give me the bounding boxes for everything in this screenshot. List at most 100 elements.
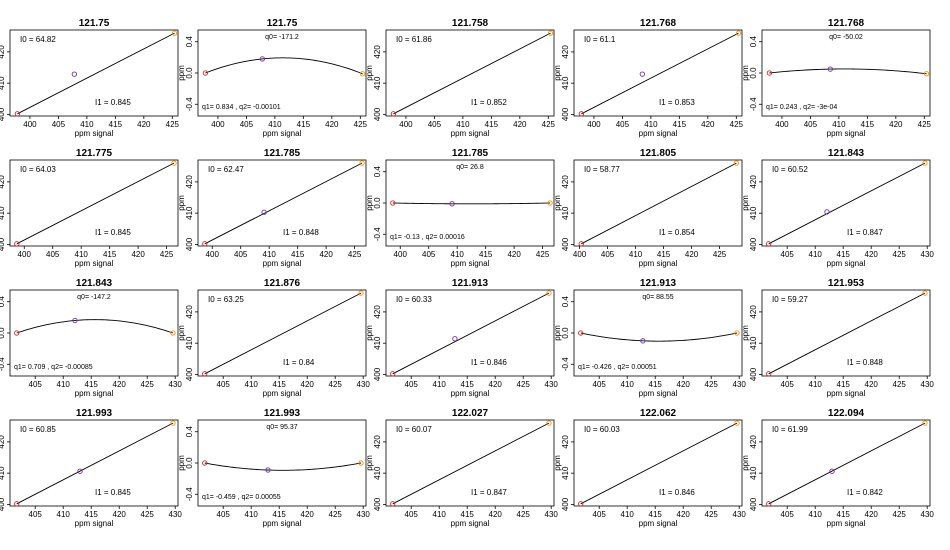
x-axis-label: ppm signal bbox=[827, 129, 866, 138]
x-tick-label: 420 bbox=[113, 380, 127, 389]
x-tick-label: 425 bbox=[354, 120, 368, 129]
x-axis-label: ppm signal bbox=[451, 389, 490, 398]
data-point-mid bbox=[449, 201, 455, 207]
plot-frame bbox=[9, 419, 179, 507]
data-point-start bbox=[202, 241, 208, 247]
plot-frame bbox=[573, 29, 743, 117]
x-tick-label: 415 bbox=[649, 510, 663, 519]
x-tick-label: 425 bbox=[705, 380, 719, 389]
annotation-i0: I0 = 60.03 bbox=[584, 425, 620, 434]
x-tick-label: 400 bbox=[587, 120, 601, 129]
fit-line bbox=[768, 292, 926, 375]
x-tick-label: 430 bbox=[357, 380, 371, 389]
annotation-q1-q2: q1= 0.243 , q2= -3e-04 bbox=[766, 104, 837, 111]
x-tick-label: 420 bbox=[489, 510, 503, 519]
annotation-q1-q2: q1= -0.426 , q2= 0.00051 bbox=[578, 364, 657, 371]
x-tick-label: 410 bbox=[57, 510, 71, 519]
y-axis-label: ppm bbox=[365, 195, 374, 211]
panel-title: 121.805 bbox=[640, 148, 677, 159]
panel-6: 121.775 400 405 410 415 420 425 400 410 420 ppm si… bbox=[0, 148, 179, 268]
x-tick-label: 410 bbox=[75, 250, 89, 259]
data-point-start bbox=[14, 111, 21, 117]
panel-title: 121.876 bbox=[264, 278, 301, 289]
x-axis-label: ppm signal bbox=[263, 519, 302, 528]
y-tick-label: 410 bbox=[561, 466, 570, 480]
x-tick-label: 410 bbox=[456, 120, 470, 129]
x-tick-label: 430 bbox=[545, 510, 559, 519]
y-tick-label: 400 bbox=[0, 107, 6, 121]
y-axis-label: ppm bbox=[741, 65, 750, 81]
x-tick-label: 410 bbox=[809, 510, 823, 519]
panel-8: 121.785 400 405 410 415 420 425 -0.4 0.0 0.4 ppm s… bbox=[365, 148, 555, 268]
y-axis-label: ppm bbox=[365, 455, 374, 471]
y-tick-label: -0.4 bbox=[185, 487, 194, 501]
x-axis-label: ppm signal bbox=[639, 519, 678, 528]
y-tick-label: -0.4 bbox=[749, 97, 758, 111]
x-tick-label: 410 bbox=[433, 510, 447, 519]
y-axis-label: ppm bbox=[365, 65, 374, 81]
data-point-mid bbox=[829, 468, 835, 474]
x-tick-label: 415 bbox=[657, 250, 671, 259]
y-axis-label: ppm bbox=[741, 325, 750, 341]
y-tick-label: 400 bbox=[561, 107, 570, 121]
x-tick-label: 430 bbox=[733, 380, 747, 389]
y-axis-label: ppm bbox=[553, 195, 562, 211]
annotation-i1: I1 = 0.845 bbox=[95, 98, 131, 107]
data-point-mid bbox=[259, 56, 266, 62]
plot-frame bbox=[385, 419, 555, 507]
panel-title: 121.993 bbox=[76, 408, 113, 419]
fit-line bbox=[204, 292, 362, 375]
x-tick-label: 400 bbox=[18, 250, 32, 259]
x-axis-label: ppm signal bbox=[451, 519, 490, 528]
data-point-start bbox=[202, 460, 208, 466]
y-tick-label: 400 bbox=[749, 497, 758, 511]
y-axis-label: ppm bbox=[741, 455, 750, 471]
x-tick-label: 415 bbox=[861, 120, 875, 129]
annotation-q1-q2: q1= -0.13 , q2= 0.00016 bbox=[390, 234, 465, 241]
x-tick-label: 430 bbox=[921, 510, 935, 519]
y-tick-label: 410 bbox=[0, 206, 6, 220]
x-tick-label: 420 bbox=[513, 120, 527, 129]
x-tick-label: 425 bbox=[730, 120, 744, 129]
y-axis-label: ppm bbox=[177, 65, 186, 81]
annotation-i1: I1 = 0.853 bbox=[659, 98, 695, 107]
data-point-end bbox=[359, 160, 365, 166]
x-tick-label: 405 bbox=[601, 250, 615, 259]
panel-1: 121.75 400 405 410 415 420 425 400 410 420 ppm sig… bbox=[0, 18, 180, 138]
panel-9: 121.805 400 405 410 415 420 425 400 410 420 ppm si… bbox=[553, 148, 743, 268]
x-tick-label: 425 bbox=[705, 510, 719, 519]
y-tick-label: 420 bbox=[0, 45, 6, 59]
x-tick-label: 415 bbox=[103, 250, 117, 259]
data-point-start bbox=[578, 501, 584, 507]
x-tick-label: 405 bbox=[616, 120, 630, 129]
annotation-q0: q0= 26.8 bbox=[456, 164, 484, 171]
y-tick-label: 0.0 bbox=[561, 327, 570, 339]
data-point-end bbox=[922, 420, 928, 426]
y-axis-label: ppm bbox=[553, 455, 562, 471]
fit-line bbox=[17, 32, 175, 115]
x-tick-label: 430 bbox=[169, 510, 183, 519]
y-tick-label: 0.4 bbox=[373, 166, 382, 178]
x-tick-label: 405 bbox=[29, 510, 43, 519]
annotation-i0: I0 = 62.47 bbox=[208, 165, 244, 174]
x-tick-label: 400 bbox=[775, 120, 789, 129]
plot-frame bbox=[573, 419, 743, 507]
x-tick-label: 425 bbox=[141, 380, 155, 389]
data-point-end bbox=[923, 71, 930, 77]
annotation-i1: I1 = 0.848 bbox=[847, 358, 883, 367]
x-tick-label: 405 bbox=[217, 510, 231, 519]
fit-curve bbox=[16, 319, 174, 334]
x-axis-label: ppm signal bbox=[639, 259, 678, 268]
x-axis-label: ppm signal bbox=[263, 129, 302, 138]
x-tick-label: 425 bbox=[160, 250, 174, 259]
data-point-end bbox=[734, 420, 740, 426]
panel-title: 121.768 bbox=[640, 18, 677, 29]
y-tick-label: 410 bbox=[185, 206, 194, 220]
panel-title: 121.953 bbox=[828, 278, 865, 289]
x-tick-label: 420 bbox=[865, 250, 879, 259]
x-axis-label: ppm signal bbox=[451, 259, 490, 268]
x-axis-label: ppm signal bbox=[639, 389, 678, 398]
